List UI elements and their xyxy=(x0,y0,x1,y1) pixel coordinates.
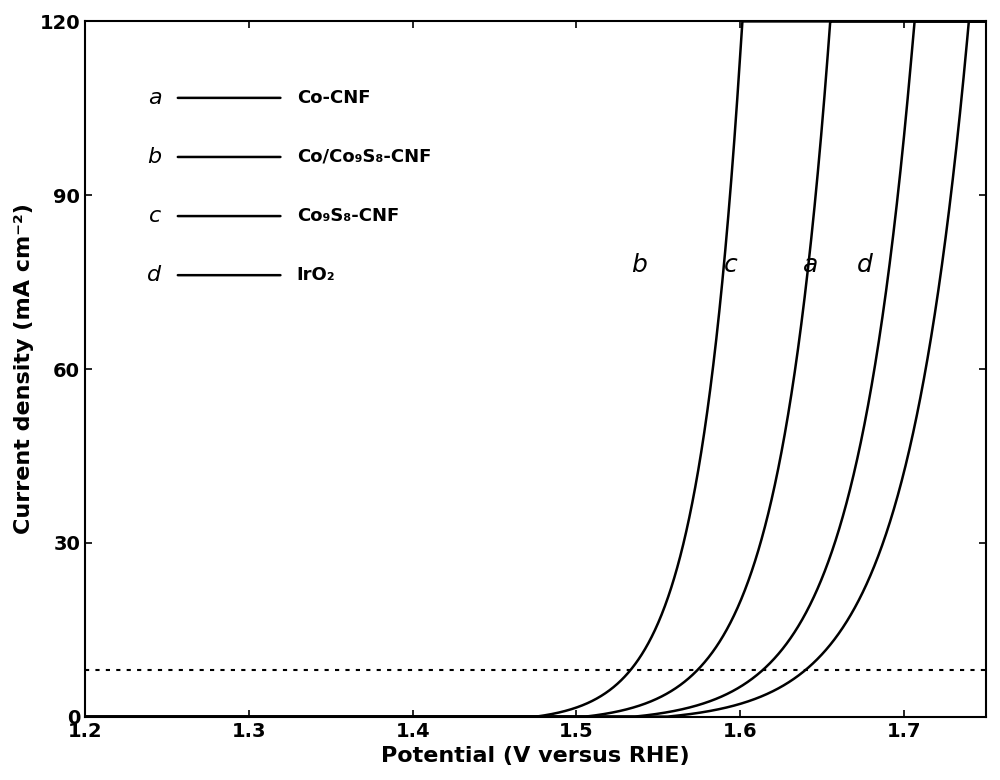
Text: Co/Co₉S₈-CNF: Co/Co₉S₈-CNF xyxy=(297,148,431,166)
Text: Co-CNF: Co-CNF xyxy=(297,89,370,107)
Text: b: b xyxy=(631,253,647,277)
Text: c: c xyxy=(149,206,162,226)
Text: d: d xyxy=(147,265,162,285)
Text: c: c xyxy=(724,253,737,277)
Text: IrO₂: IrO₂ xyxy=(297,266,335,284)
X-axis label: Potential (V versus RHE): Potential (V versus RHE) xyxy=(381,746,690,766)
Text: a: a xyxy=(803,253,818,277)
Text: d: d xyxy=(857,253,873,277)
Text: b: b xyxy=(147,147,162,167)
Text: Co₉S₈-CNF: Co₉S₈-CNF xyxy=(297,207,399,225)
Text: a: a xyxy=(148,88,162,108)
Y-axis label: Current density (mA cm⁻²): Current density (mA cm⁻²) xyxy=(14,204,34,534)
